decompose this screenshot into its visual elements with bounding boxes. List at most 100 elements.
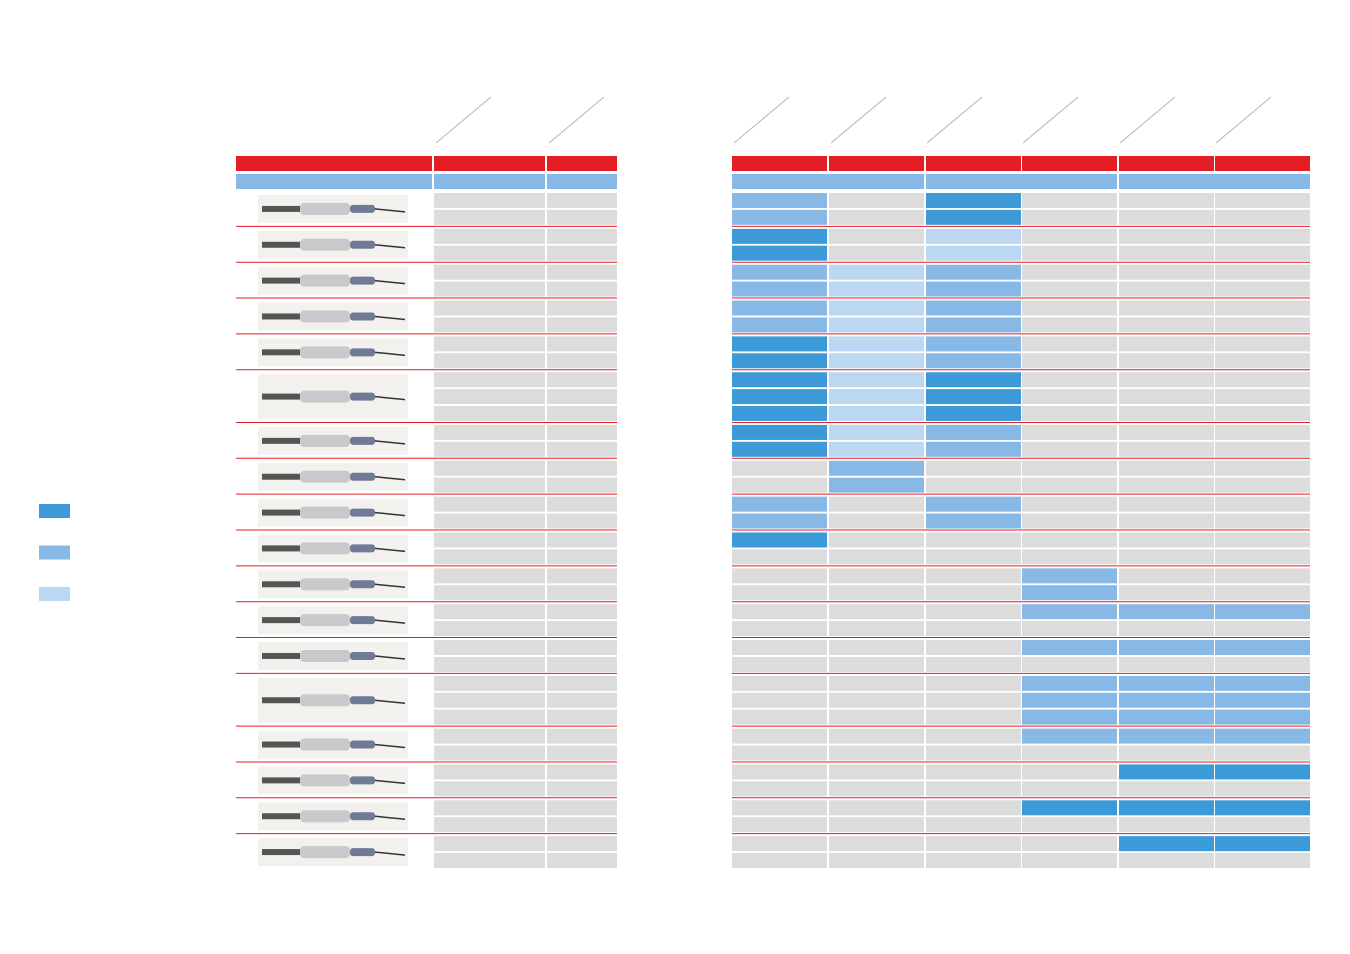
- cell: [1022, 621, 1117, 637]
- cell: [1215, 656, 1310, 672]
- cell: [732, 604, 827, 620]
- cell: [1215, 441, 1310, 457]
- cell: [1215, 477, 1310, 493]
- cell: [829, 532, 924, 548]
- cell: [926, 209, 1021, 225]
- cell: [732, 245, 827, 261]
- cell: [1022, 281, 1117, 297]
- cell: [1022, 692, 1117, 708]
- blue-bar: [926, 174, 1117, 189]
- cell: [926, 300, 1021, 316]
- cell: [434, 441, 545, 457]
- blue-bar: [732, 174, 924, 189]
- cell: [434, 460, 545, 476]
- tool-handle: [350, 696, 375, 705]
- tool-handle: [350, 276, 375, 285]
- cell: [829, 317, 924, 333]
- cell: [732, 193, 827, 208]
- cell: [547, 477, 617, 493]
- tool-body: [300, 274, 350, 287]
- cell: [1215, 405, 1310, 421]
- cell: [829, 640, 924, 656]
- cell: [829, 513, 924, 529]
- cell: [1022, 477, 1117, 493]
- cell: [829, 496, 924, 512]
- cell: [1119, 193, 1214, 208]
- header: [435, 96, 1272, 144]
- tool-cable: [374, 743, 406, 749]
- cell: [434, 640, 545, 656]
- cell: [434, 317, 545, 333]
- tool-cable: [374, 511, 406, 517]
- cell: [547, 604, 617, 620]
- cell: [1119, 604, 1214, 620]
- cell: [1215, 604, 1310, 620]
- cell: [434, 281, 545, 297]
- cell: [732, 585, 827, 601]
- cell: [1119, 336, 1214, 352]
- cell: [1215, 372, 1310, 388]
- cell: [434, 781, 545, 797]
- cell: [1022, 836, 1117, 852]
- cell: [1119, 549, 1214, 565]
- cell: [547, 441, 617, 457]
- tool-body: [300, 202, 350, 215]
- cell: [547, 692, 617, 708]
- cell: [1215, 209, 1310, 225]
- cell: [1022, 675, 1117, 691]
- cell: [829, 264, 924, 280]
- cell: [1022, 585, 1117, 601]
- cell: [1022, 817, 1117, 833]
- cell: [434, 604, 545, 620]
- cell: [547, 405, 617, 421]
- cell: [434, 496, 545, 512]
- tool-handle: [350, 472, 375, 481]
- cell: [547, 372, 617, 388]
- tool-cable: [374, 547, 406, 553]
- tool-handle: [350, 740, 375, 749]
- tool-handle: [350, 312, 375, 321]
- tool-cable: [374, 440, 406, 445]
- cell: [1119, 692, 1214, 708]
- cell: [829, 228, 924, 244]
- tool-body: [300, 506, 350, 519]
- cell: [732, 728, 827, 744]
- cell: [732, 692, 827, 708]
- cell: [1119, 853, 1214, 868]
- cell: [1215, 853, 1310, 868]
- cell: [1215, 568, 1310, 584]
- cell: [732, 800, 827, 816]
- tool-handle: [350, 204, 375, 213]
- cell: [1119, 764, 1214, 780]
- cell: [829, 764, 924, 780]
- cell: [926, 656, 1021, 672]
- tool-handle: [350, 776, 375, 785]
- cell: [547, 853, 617, 868]
- tool-tip: [262, 617, 300, 624]
- tool-handle: [350, 348, 375, 357]
- cell: [1119, 513, 1214, 529]
- cell: [1215, 640, 1310, 656]
- tool-cable: [374, 279, 406, 285]
- cell: [1215, 513, 1310, 529]
- cell: [547, 264, 617, 280]
- cell: [547, 317, 617, 333]
- cell: [732, 389, 827, 405]
- cell: [1215, 245, 1310, 261]
- cell: [1022, 228, 1117, 244]
- cell: [1215, 317, 1310, 333]
- cell: [829, 300, 924, 316]
- cell: [926, 709, 1021, 725]
- cell: [547, 640, 617, 656]
- cell: [1022, 336, 1117, 352]
- cell: [732, 460, 827, 476]
- cell: [434, 532, 545, 548]
- cell: [1119, 640, 1214, 656]
- tool-body: [300, 614, 350, 627]
- tool-tip: [262, 581, 300, 588]
- cell: [434, 709, 545, 725]
- cell: [434, 549, 545, 565]
- cell: [1022, 532, 1117, 548]
- cell: [829, 656, 924, 672]
